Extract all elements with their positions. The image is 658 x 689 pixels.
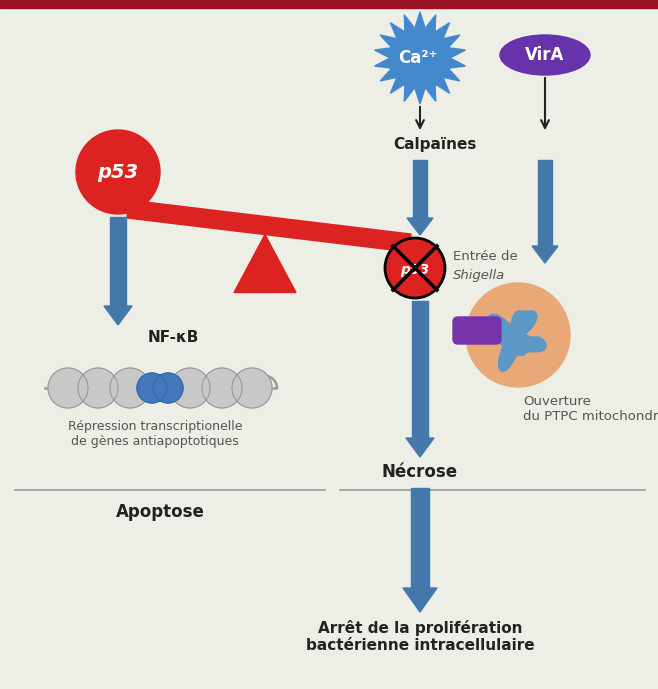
Bar	[413, 160, 427, 218]
Polygon shape	[127, 200, 411, 252]
Polygon shape	[406, 438, 434, 457]
Circle shape	[110, 368, 150, 408]
Text: p53: p53	[401, 263, 430, 277]
Text: Calpaïnes: Calpaïnes	[393, 138, 476, 152]
Circle shape	[170, 368, 210, 408]
Polygon shape	[403, 588, 437, 612]
Text: NF-κB: NF-κB	[148, 331, 199, 345]
Bar	[411, 488, 429, 588]
Circle shape	[137, 373, 167, 403]
Text: p53: p53	[97, 163, 139, 181]
Text: Ouverture
du PTPC mitochondrial: Ouverture du PTPC mitochondrial	[523, 395, 658, 423]
Circle shape	[385, 238, 445, 298]
Ellipse shape	[500, 35, 590, 75]
Circle shape	[466, 283, 570, 387]
Circle shape	[153, 373, 183, 403]
Circle shape	[76, 130, 160, 214]
Bar	[0, 0, 658, 8]
Polygon shape	[234, 234, 296, 293]
Text: Répression transcriptionelle
de gènes antiapoptotiques: Répression transcriptionelle de gènes an…	[68, 420, 242, 448]
Polygon shape	[488, 311, 546, 371]
Polygon shape	[532, 246, 558, 263]
Text: Nécrose: Nécrose	[382, 463, 458, 481]
Bar	[110, 217, 126, 306]
Text: Apoptose: Apoptose	[116, 503, 205, 521]
Text: Arrêt de la prolifération
bactérienne intracellulaire: Arrêt de la prolifération bactérienne in…	[306, 620, 534, 653]
Circle shape	[202, 368, 242, 408]
Text: Ca²⁺: Ca²⁺	[398, 49, 438, 67]
Polygon shape	[374, 12, 465, 104]
Circle shape	[48, 368, 88, 408]
Text: VirA: VirA	[525, 46, 565, 64]
Text: Entrée de: Entrée de	[453, 249, 522, 263]
Text: Shigella: Shigella	[453, 269, 505, 282]
Circle shape	[78, 368, 118, 408]
Polygon shape	[407, 218, 433, 235]
FancyBboxPatch shape	[453, 317, 501, 344]
Bar	[538, 160, 552, 246]
Bar	[412, 301, 428, 438]
Polygon shape	[104, 306, 132, 325]
Circle shape	[232, 368, 272, 408]
